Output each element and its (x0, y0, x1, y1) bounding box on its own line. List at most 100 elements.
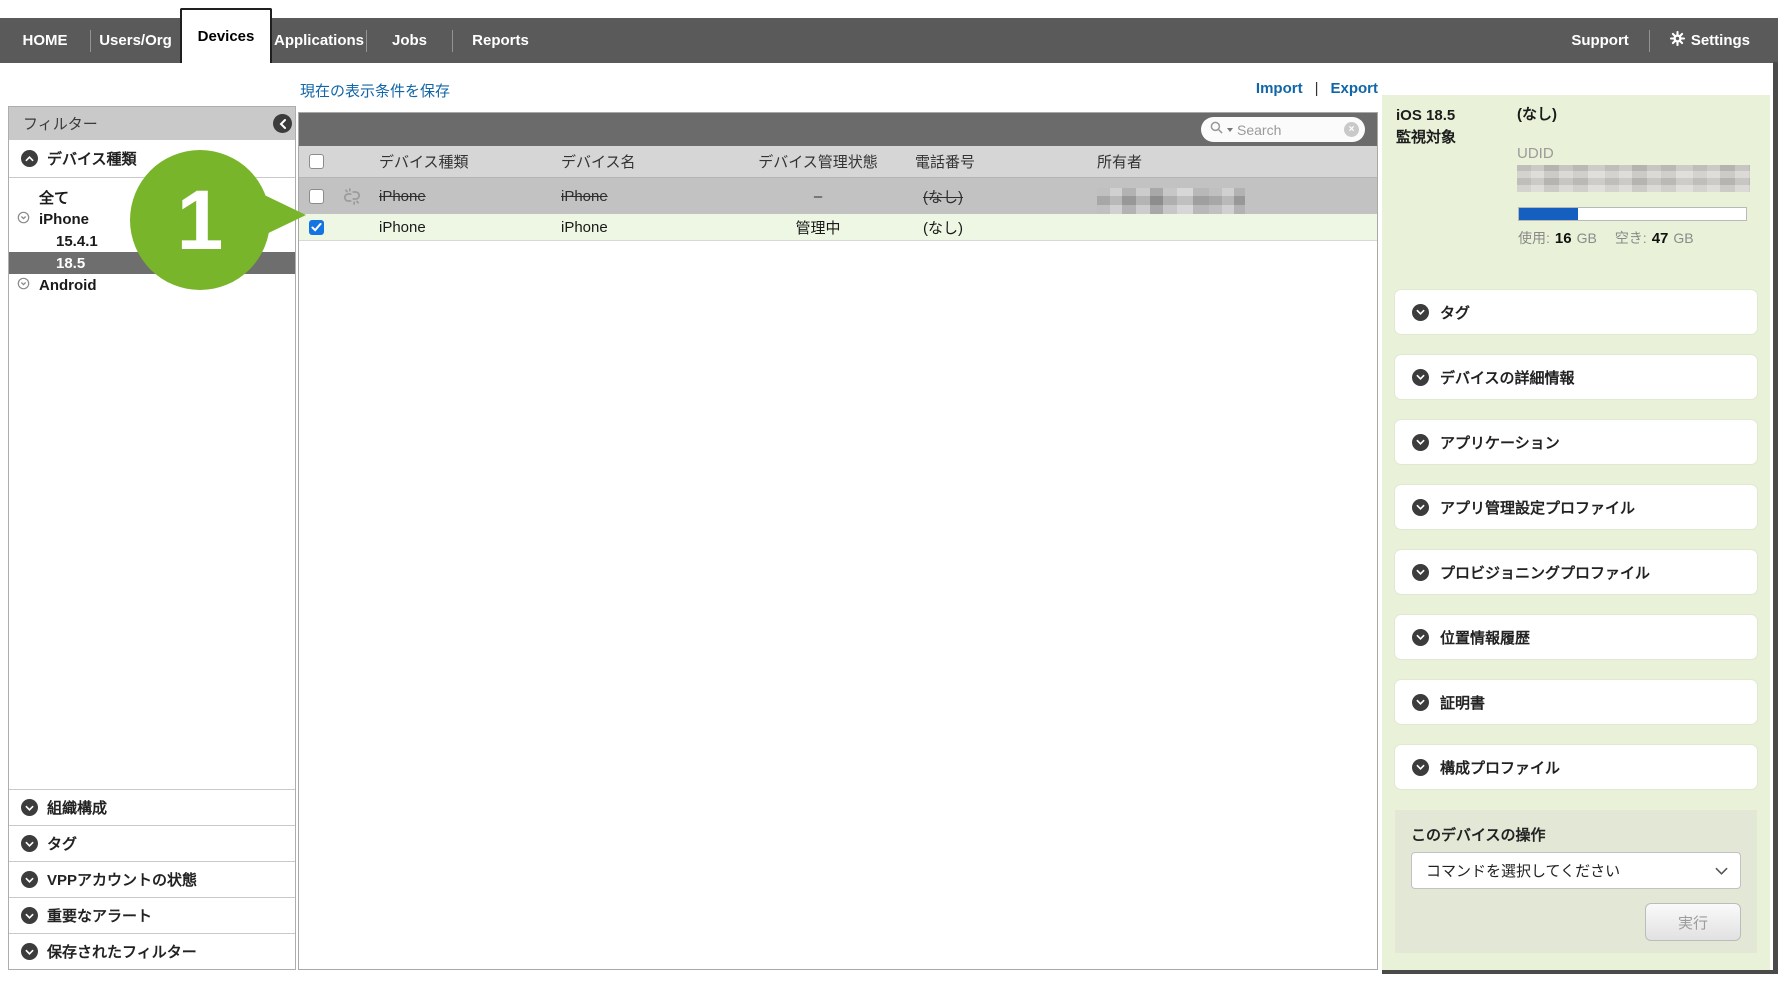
sidebar-collapse-button[interactable] (273, 114, 292, 133)
chevron-down-circle-icon (21, 907, 38, 924)
search-clear-icon[interactable]: × (1344, 122, 1359, 137)
tree-item-version-15-4-1[interactable]: 15.4.1 (9, 230, 295, 252)
filter-title: フィルター (23, 116, 98, 133)
filter-section-label: VPPアカウントの状態 (47, 872, 198, 889)
accordion-device-details[interactable]: デバイスの詳細情報 (1395, 355, 1757, 399)
row-select-cell (299, 188, 333, 204)
chevron-down-circle-icon (1412, 563, 1429, 581)
search-scope-caret-icon[interactable] (1227, 127, 1233, 132)
device-actions-title: このデバイスの操作 (1411, 827, 1546, 844)
cell-owner (1083, 178, 1377, 214)
table-row-unmanaged[interactable]: iPhone iPhone – (なし) (299, 178, 1377, 214)
column-header-management-status[interactable]: デバイス管理状態 (758, 154, 878, 171)
accordion-app-management-profiles[interactable]: アプリ管理設定プロファイル (1395, 485, 1757, 529)
filter-section-organization[interactable]: 組織構成 (9, 789, 295, 825)
command-select[interactable]: コマンドを選択してください (1411, 852, 1741, 889)
row-checkbox-checked[interactable] (308, 219, 324, 235)
accordion-label: プロビジョニングプロファイル (1440, 564, 1651, 582)
row-select-cell (299, 219, 333, 235)
tab-devices[interactable]: Devices (180, 8, 272, 63)
settings-link[interactable]: Settings (1669, 31, 1750, 50)
filter-header: フィルター (9, 107, 295, 140)
tree-item-android[interactable]: Android (9, 274, 295, 296)
accordion-location-history[interactable]: 位置情報履歴 (1395, 615, 1757, 659)
window-bottom-edge (1382, 970, 1778, 974)
gear-icon (1669, 31, 1685, 50)
tab-reports[interactable]: Reports (472, 32, 529, 49)
chevron-down-circle-icon (1412, 693, 1429, 711)
cell-device-name: iPhone (561, 218, 608, 236)
execute-button[interactable]: 実行 (1645, 903, 1741, 941)
udid-redacted-value (1517, 165, 1750, 192)
filter-section-label: デバイス種類 (47, 151, 137, 168)
device-detail-panel: iOS 18.5 監視対象 (なし) UDID 使用: 16 GB 空き: 47… (1382, 95, 1770, 970)
expand-toggle-icon[interactable] (17, 277, 30, 294)
row-checkbox[interactable] (308, 188, 324, 204)
filter-section-label: 組織構成 (47, 800, 108, 817)
chevron-down-circle-icon (21, 835, 38, 852)
cell-device-type: iPhone (379, 187, 426, 205)
accordion-certificates[interactable]: 証明書 (1395, 680, 1757, 724)
detail-top-value: (なし) (1517, 106, 1557, 123)
column-header-device-name[interactable]: デバイス名 (561, 154, 636, 171)
search-input[interactable] (1237, 121, 1329, 138)
tab-jobs[interactable]: Jobs (391, 32, 427, 49)
select-all-checkbox[interactable] (308, 154, 324, 169)
filter-section-vpp-account[interactable]: VPPアカウントの状態 (9, 861, 295, 897)
cell-phone: (なし) (923, 188, 963, 206)
device-os-version: iOS 18.5 (1396, 107, 1456, 124)
cell-management-status: – (813, 187, 823, 205)
accordion-provisioning-profiles[interactable]: プロビジョニングプロファイル (1395, 550, 1757, 594)
table-row-managed-selected[interactable]: iPhone iPhone 管理中 (なし) (299, 214, 1377, 241)
cell-device-type: iPhone (379, 218, 426, 236)
search-icon (1210, 121, 1223, 139)
tree-item-iphone[interactable]: iPhone (9, 208, 295, 230)
window-right-edge (1773, 62, 1778, 974)
support-link[interactable]: Support (1571, 32, 1629, 49)
chevron-down-circle-icon (1412, 758, 1429, 776)
sidebar-spacer (9, 296, 295, 789)
accordion-label: デバイスの詳細情報 (1440, 369, 1575, 387)
filter-section-tags[interactable]: タグ (9, 825, 295, 861)
save-current-view-link[interactable]: 現在の表示条件を保存 (300, 83, 451, 100)
settings-label: Settings (1690, 32, 1750, 49)
chevron-up-circle-icon (21, 150, 38, 167)
chevron-down-circle-icon (1412, 433, 1429, 451)
annotation-step-badge: 1 (130, 150, 270, 290)
tab-home[interactable]: HOME (22, 32, 68, 49)
column-header-owner[interactable]: 所有者 (1097, 154, 1143, 171)
tree-item-label: iPhone (39, 210, 90, 228)
storage-progress-bar (1518, 207, 1747, 221)
annotation-step-number: 1 (176, 172, 224, 267)
cell-management-status: 管理中 (795, 219, 841, 237)
accordion-configuration-profiles[interactable]: 構成プロファイル (1395, 745, 1757, 789)
used-label: 使用: (1518, 230, 1550, 246)
command-select-value: コマンドを選択してください (1426, 863, 1621, 880)
filter-section-label: 保存されたフィルター (47, 944, 197, 961)
nav-separator (90, 29, 91, 52)
column-header-phone[interactable]: 電話番号 (915, 154, 976, 171)
accordion-tags[interactable]: タグ (1395, 290, 1757, 334)
tree-item-label: 15.4.1 (56, 232, 98, 250)
detail-accordion-list: タグ デバイスの詳細情報 アプリケーション アプリ管理設定プロファイル プロビジ… (1395, 290, 1757, 810)
tab-users-org[interactable]: Users/Org (99, 32, 172, 49)
chevron-down-circle-icon (1412, 498, 1429, 516)
accordion-applications[interactable]: アプリケーション (1395, 420, 1757, 464)
filter-section-important-alerts[interactable]: 重要なアラート (9, 897, 295, 933)
accordion-label: タグ (1440, 304, 1471, 322)
import-link[interactable]: Import (1255, 80, 1303, 97)
owner-redacted-value (1097, 188, 1245, 214)
tab-applications[interactable]: Applications (273, 32, 364, 49)
support-label: Support (1571, 32, 1629, 49)
tree-item-label: 全て (39, 189, 70, 207)
tree-item-all[interactable]: 全て (9, 186, 295, 208)
export-link[interactable]: Export (1330, 80, 1378, 97)
search-box[interactable]: × (1201, 117, 1365, 142)
filter-section-label: 重要なアラート (47, 908, 153, 925)
used-unit: GB (1576, 230, 1597, 246)
column-header-device-type[interactable]: デバイス種類 (379, 154, 469, 171)
cell-phone: (なし) (923, 219, 963, 237)
expand-toggle-icon[interactable] (17, 211, 30, 228)
table-header-row: デバイス種類 デバイス名 デバイス管理状態 電話番号 所有者 (299, 146, 1377, 178)
filter-section-saved-filters[interactable]: 保存されたフィルター (9, 933, 295, 969)
